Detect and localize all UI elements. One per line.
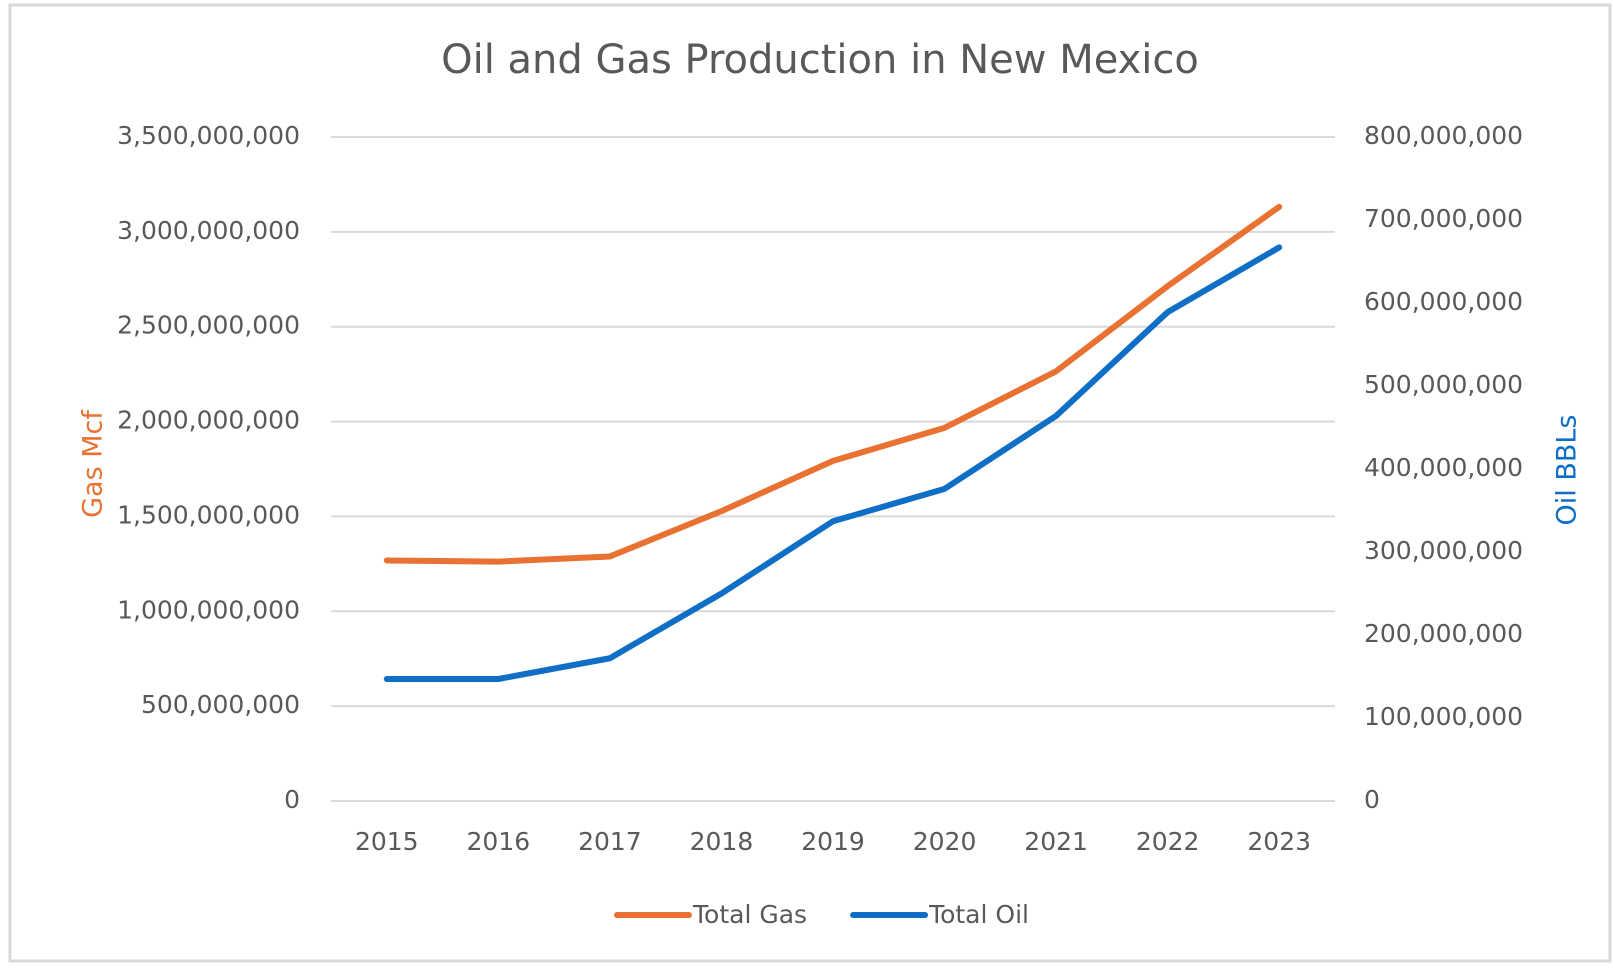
- y2-axis-label: Oil BBLs: [1552, 415, 1583, 526]
- y-tick-label: 3,500,000,000: [117, 121, 300, 150]
- y-tick-label: 1,000,000,000: [117, 595, 300, 624]
- data-line: [383, 203, 1283, 565]
- x-tick-label: 2018: [690, 827, 754, 856]
- y2-tick-label: 400,000,000: [1364, 453, 1523, 482]
- y-tick-label: 1,500,000,000: [117, 500, 300, 529]
- x-tick-label: 2017: [578, 827, 642, 856]
- data-line: [383, 244, 1283, 682]
- legend-label: Total Oil: [928, 900, 1029, 929]
- y-tick-label: 3,000,000,000: [117, 216, 300, 245]
- x-tick-label: 2015: [355, 827, 419, 856]
- y-tick-label: 0: [284, 785, 300, 814]
- y-tick-label: 2,000,000,000: [117, 406, 300, 435]
- x-tick-label: 2020: [913, 827, 977, 856]
- y2-tick-label: 600,000,000: [1364, 287, 1523, 316]
- y-axis-label: Gas Mcf: [78, 409, 109, 518]
- x-tick-label: 2019: [801, 827, 865, 856]
- y2-tick-label: 500,000,000: [1364, 370, 1523, 399]
- x-tick-label: 2021: [1024, 827, 1088, 856]
- y2-tick-label: 700,000,000: [1364, 204, 1523, 233]
- y2-tick-label: 0: [1364, 785, 1380, 814]
- y-tick-label: 500,000,000: [141, 690, 300, 719]
- x-tick-label: 2016: [467, 827, 531, 856]
- x-tick-label: 2022: [1136, 827, 1200, 856]
- legend-label: Total Gas: [692, 900, 807, 929]
- y2-tick-label: 800,000,000: [1364, 121, 1523, 150]
- y-tick-label: 2,500,000,000: [117, 311, 300, 340]
- y2-tick-label: 200,000,000: [1364, 619, 1523, 648]
- y2-tick-label: 100,000,000: [1364, 702, 1523, 731]
- y2-tick-label: 300,000,000: [1364, 536, 1523, 565]
- x-tick-label: 2023: [1247, 827, 1311, 856]
- chart-title: Oil and Gas Production in New Mexico: [441, 37, 1199, 83]
